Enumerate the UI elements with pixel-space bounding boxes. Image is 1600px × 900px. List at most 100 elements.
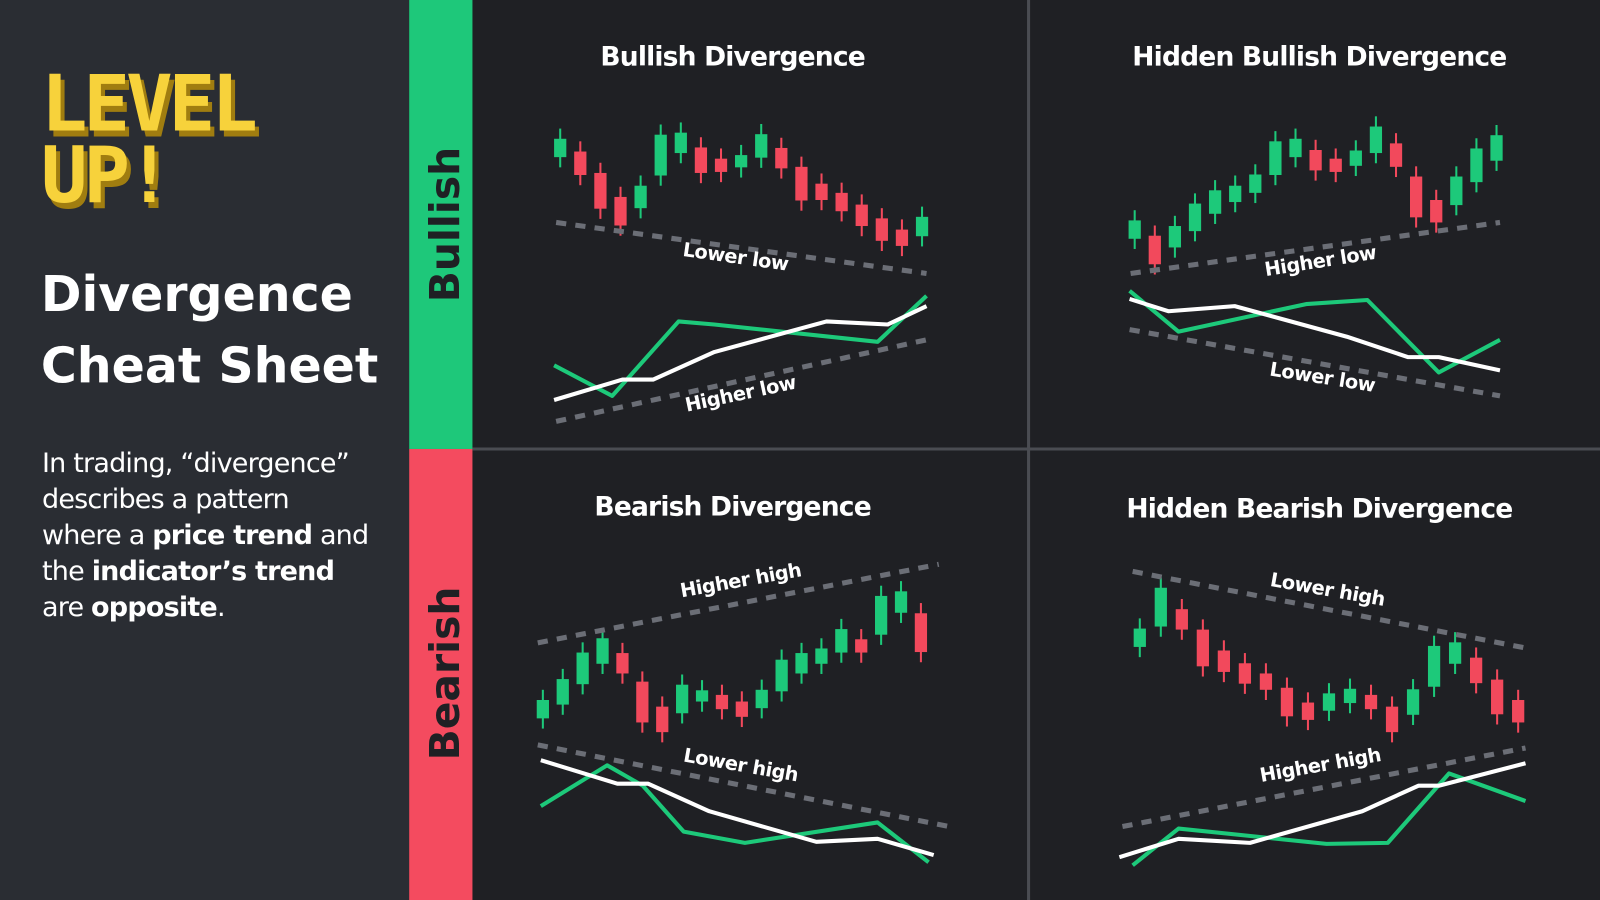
panel-title: Bullish Divergence [600, 41, 865, 72]
description: In trading, “divergence” describes a pat… [42, 446, 372, 626]
candle-body [1238, 663, 1252, 684]
candle-body [694, 147, 708, 173]
candle-body [735, 701, 748, 717]
panel-title: Hidden Bearish Divergence [1126, 493, 1512, 524]
logo-text: UP! [41, 131, 169, 221]
candle-body [614, 196, 627, 226]
candle-body [576, 652, 589, 685]
candle-body [1349, 150, 1362, 166]
candle-body [1217, 650, 1230, 672]
candle-body [894, 591, 908, 613]
description-part: opposite [91, 592, 218, 623]
candle-body [914, 613, 928, 653]
candle-body [1389, 143, 1403, 167]
candle-body [735, 155, 748, 168]
candle-body [695, 690, 709, 702]
candle-body [755, 134, 768, 158]
candle-body [1385, 706, 1399, 733]
candle-body [755, 689, 768, 709]
trend-line [555, 337, 928, 424]
indicator-line [553, 294, 928, 398]
title: Divergence [41, 266, 353, 323]
candle-body [616, 653, 629, 674]
candle-body [1259, 673, 1273, 690]
candle-body [1280, 687, 1294, 717]
description-part: . [216, 592, 226, 623]
indicator-line [540, 758, 935, 858]
indicator-line [1128, 289, 1501, 375]
sidebar [0, 0, 410, 900]
trend-line [537, 561, 940, 646]
candle-body [1427, 645, 1441, 687]
candle-body [1364, 694, 1378, 710]
candle-body [596, 638, 609, 664]
candle-body [1168, 226, 1182, 248]
candle-body [855, 204, 868, 227]
candle-body [1512, 700, 1525, 723]
candle-body [574, 151, 587, 175]
candle-body [1491, 679, 1504, 715]
candle-body [795, 166, 808, 201]
candle-body [715, 694, 729, 710]
candle-body [1128, 220, 1141, 239]
candle-body [1450, 176, 1463, 206]
candle-body [556, 679, 569, 705]
candle-body [1343, 688, 1357, 704]
logo: LEVEL LEVEL UP! UP! [41, 60, 264, 228]
candle-body [536, 700, 549, 719]
candle-body [1175, 609, 1188, 630]
description-part: indicator’s trend [91, 556, 335, 587]
description-part: are [42, 592, 92, 623]
candle-body [1369, 126, 1383, 154]
candle-body [1329, 158, 1342, 172]
candle-body [1322, 693, 1336, 711]
trend-line [537, 742, 950, 830]
row-label: Bearish [421, 587, 469, 761]
trend-line [1132, 568, 1526, 651]
bearish-strip [409, 448, 473, 900]
candle-body [875, 595, 888, 635]
candle-body [1406, 689, 1420, 715]
bullish-strip [409, 0, 473, 449]
title: Cheat Sheet [41, 338, 378, 395]
panel-title: Bearish Divergence [594, 491, 870, 522]
candle-body [714, 158, 728, 172]
indicator-line [553, 304, 928, 402]
trend-line [1129, 327, 1501, 399]
candle-body [855, 639, 868, 653]
candle-body [1470, 657, 1483, 684]
panel-title: Hidden Bullish Divergence [1132, 41, 1506, 72]
candle-body [835, 629, 848, 653]
candle-body [1430, 200, 1443, 223]
candle-body [1490, 135, 1503, 161]
candle-body [674, 132, 687, 154]
row-label: Bullish [421, 147, 469, 302]
candle-body [1448, 642, 1462, 664]
candle-body [835, 192, 848, 212]
logo-shadow: LEVEL [45, 66, 259, 156]
candle-body [915, 216, 929, 237]
candle-body [1154, 587, 1167, 627]
candle-body [656, 706, 669, 733]
candle-body [875, 218, 888, 241]
candle-body [1196, 629, 1209, 667]
candle-body [1249, 174, 1262, 193]
candle-body [815, 183, 828, 200]
candle-body [815, 648, 828, 664]
description-part: price trend [152, 520, 313, 551]
logo-shadow: UP! [45, 137, 173, 227]
logo-text: LEVEL [41, 60, 255, 150]
candle-body [1301, 702, 1315, 720]
indicator-line [1128, 297, 1501, 373]
candle-body [654, 134, 667, 176]
candle-body [775, 659, 788, 692]
indicator-line [1118, 761, 1527, 860]
candle-body [1309, 150, 1322, 171]
candle-body [1470, 148, 1483, 183]
candle-body [1188, 203, 1202, 232]
candle-body [554, 138, 567, 158]
description-part: and the [42, 520, 369, 587]
description-part: In trading, “divergence” describes a pat… [42, 448, 350, 551]
